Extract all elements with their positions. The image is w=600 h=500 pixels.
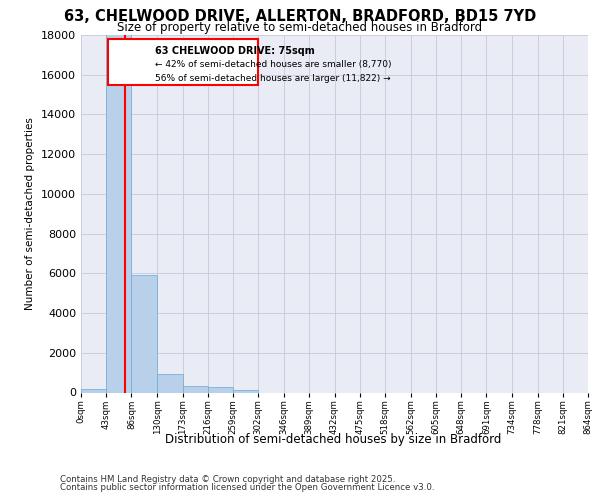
Bar [131,276,157,392]
Bar [208,386,233,392]
Y-axis label: Number of semi-detached properties: Number of semi-detached properties [25,118,35,310]
Text: ← 42% of semi-detached houses are smaller (8,770): ← 42% of semi-detached houses are smalle… [155,60,391,69]
Text: 56% of semi-detached houses are larger (11,822) →: 56% of semi-detached houses are larger (… [155,74,391,84]
Text: Contains public sector information licensed under the Open Government Licence v3: Contains public sector information licen… [60,483,434,492]
Bar [106,0,131,392]
FancyBboxPatch shape [108,39,257,84]
Bar [157,374,182,392]
Text: Contains HM Land Registry data © Crown copyright and database right 2025.: Contains HM Land Registry data © Crown c… [60,475,395,484]
Text: Size of property relative to semi-detached houses in Bradford: Size of property relative to semi-detach… [118,22,482,35]
Text: Distribution of semi-detached houses by size in Bradford: Distribution of semi-detached houses by … [165,432,501,446]
Bar [233,390,258,392]
Bar [182,386,208,392]
Text: 63, CHELWOOD DRIVE, ALLERTON, BRADFORD, BD15 7YD: 63, CHELWOOD DRIVE, ALLERTON, BRADFORD, … [64,9,536,24]
Bar [81,388,106,392]
Text: 63 CHELWOOD DRIVE: 75sqm: 63 CHELWOOD DRIVE: 75sqm [155,46,314,56]
